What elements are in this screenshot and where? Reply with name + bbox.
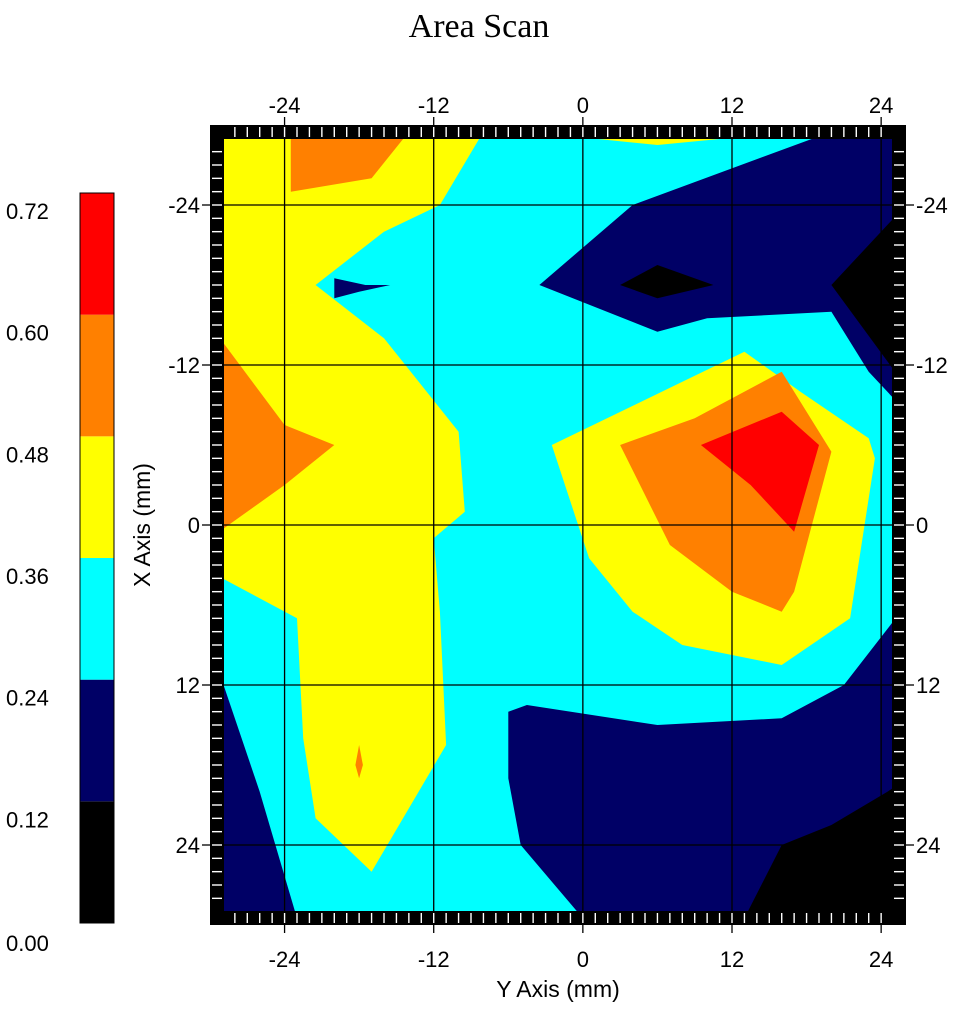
x-tick-label-top: 12 xyxy=(720,93,744,118)
contour-region-0 xyxy=(210,131,484,872)
y-tick-label-left: -24 xyxy=(168,193,200,218)
colorbar-segment-4 xyxy=(80,314,114,437)
contour-region-6 xyxy=(355,745,363,779)
colorbar-segment-3 xyxy=(80,436,114,558)
colorbar-label: 0.60 xyxy=(6,321,49,346)
contour-region-15 xyxy=(744,779,906,919)
colorbar-label: 0.12 xyxy=(6,807,49,832)
x-tick-label-top: 0 xyxy=(577,93,589,118)
x-tick-label-bottom: -24 xyxy=(269,947,301,972)
y-tick-label-right: 12 xyxy=(916,673,940,698)
contour-region-8 xyxy=(539,131,906,412)
x-tick-label-bottom: 12 xyxy=(720,947,744,972)
y-axis-label: X Axis (mm) xyxy=(129,463,155,587)
colorbar-segment-2 xyxy=(80,558,114,680)
contour-region-7 xyxy=(700,411,819,532)
x-tick-label-top: -24 xyxy=(269,93,301,118)
contour-region-14 xyxy=(831,205,906,392)
x-tick-label-bottom: 24 xyxy=(869,947,893,972)
contour-region-10 xyxy=(210,645,297,919)
y-tick-label-right: 0 xyxy=(916,513,928,538)
y-tick-label-right: -12 xyxy=(916,353,948,378)
colorbar-label: 0.24 xyxy=(6,686,49,711)
x-axis-label: Y Axis (mm) xyxy=(496,976,620,1002)
x-tick-label-bottom: 0 xyxy=(577,947,589,972)
contour-region-12 xyxy=(334,278,391,299)
contour-region-4 xyxy=(290,131,409,192)
colorbar-label: 0.00 xyxy=(6,931,49,956)
axes: -24 -24 -12 -12 0 0 12 12 24 24 -24 -24 -12 -12 0 0 12 12… xyxy=(129,93,948,1002)
contour-region-9 xyxy=(906,405,918,585)
colorbar-label: 0.72 xyxy=(6,199,49,224)
contour-region-3 xyxy=(210,325,335,539)
contour-region-13 xyxy=(620,265,714,299)
colorbar-segment-1 xyxy=(80,679,114,802)
colorbar-label: 0.48 xyxy=(6,442,49,467)
chart-title: Area Scan xyxy=(408,8,550,45)
colorbar-border xyxy=(79,192,115,924)
y-tick-label-right: 24 xyxy=(916,833,940,858)
x-tick-label-top: 24 xyxy=(869,93,893,118)
y-tick-label-left: 12 xyxy=(176,673,200,698)
colorbar: 0.00 0.12 0.24 0.36 0.48 0.60 0.72 xyxy=(6,192,115,956)
y-tick-label-left: 24 xyxy=(176,833,200,858)
x-tick-label-bottom: -12 xyxy=(418,947,450,972)
y-tick-label-left: 0 xyxy=(188,513,200,538)
plot-frame xyxy=(210,125,906,925)
plot-area xyxy=(210,125,918,925)
colorbar-segment-5 xyxy=(80,193,114,315)
y-tick-label-right: -24 xyxy=(916,193,948,218)
colorbar-label: 0.36 xyxy=(6,564,49,589)
x-tick-label-top: -12 xyxy=(418,93,450,118)
colorbar-segment-0 xyxy=(80,801,114,923)
y-tick-label-left: -12 xyxy=(168,353,200,378)
